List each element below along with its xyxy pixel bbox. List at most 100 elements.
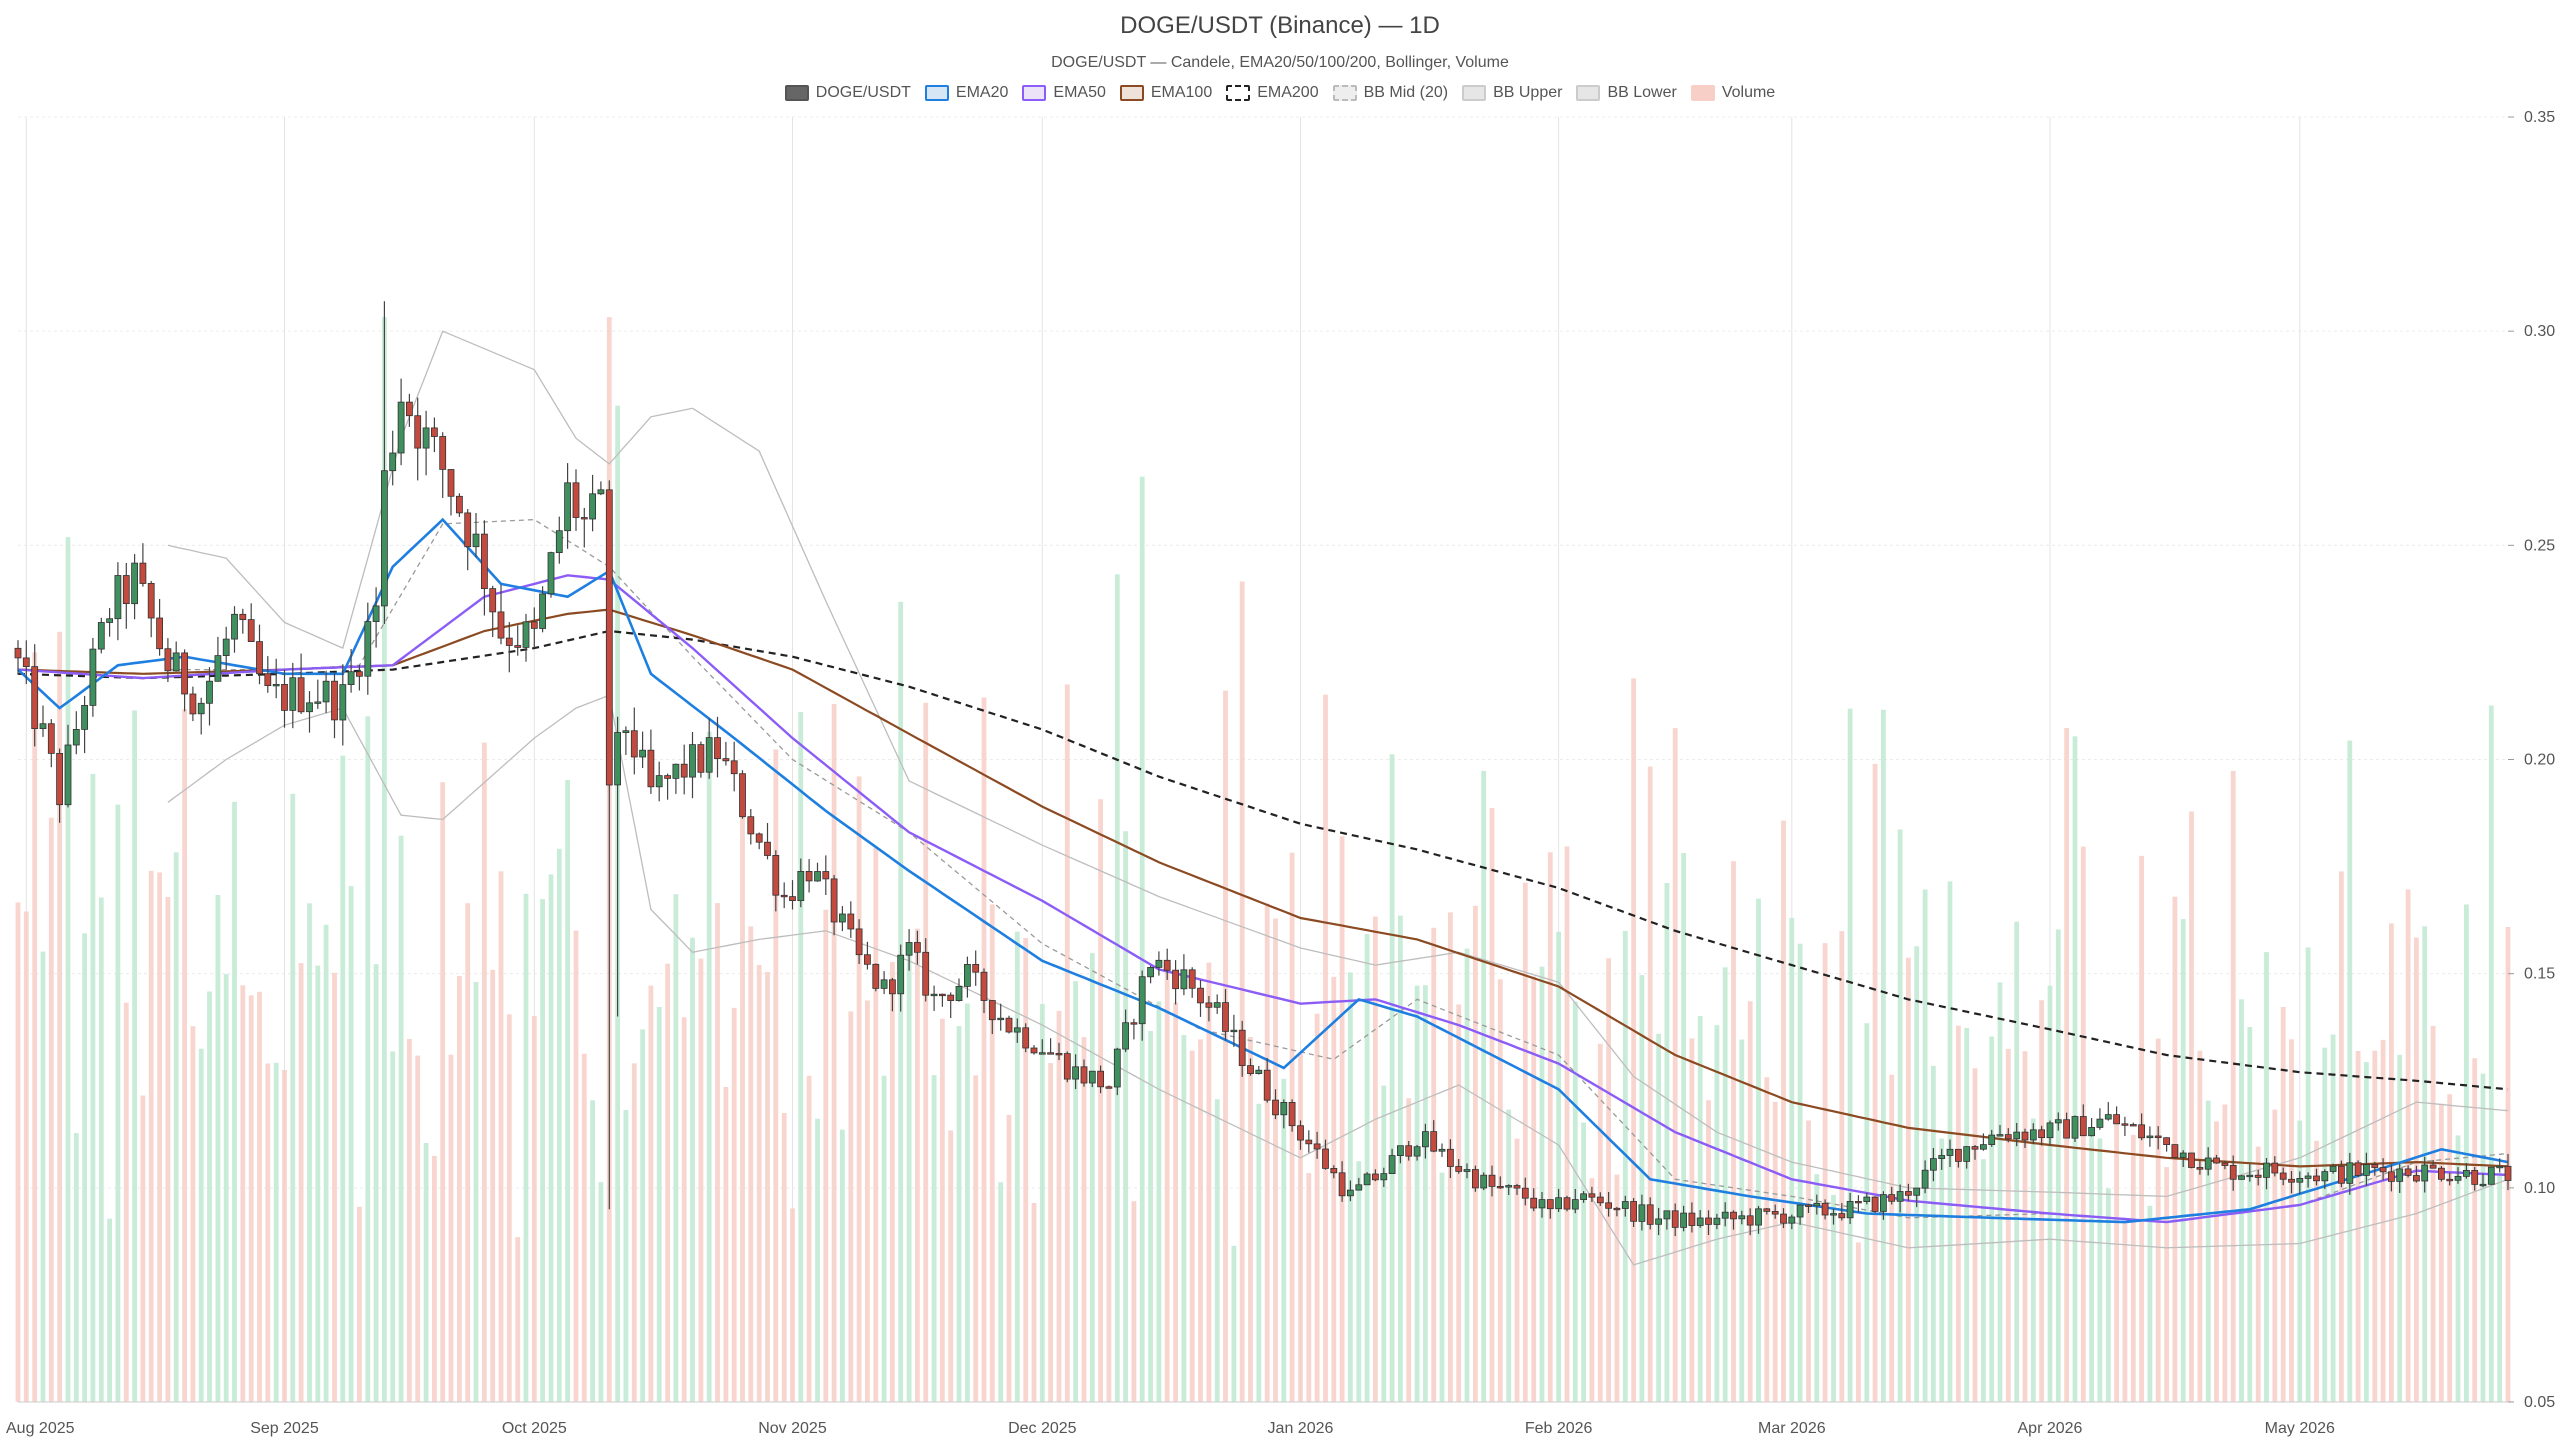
- legend-item-ema50[interactable]: EMA50: [1022, 84, 1106, 102]
- volume-bar: [831, 704, 837, 1402]
- volume-bar: [382, 317, 387, 1403]
- volume-bar: [1281, 1078, 1287, 1402]
- volume-bar: [1298, 1053, 1303, 1402]
- volume-bar: [1972, 1068, 1978, 1402]
- volume-bar: [1847, 708, 1853, 1402]
- candle-body: [2304, 1175, 2312, 1179]
- candle-body: [897, 954, 905, 995]
- volume-bar: [2072, 736, 2078, 1402]
- legend-label: BB Mid (20): [1363, 84, 1449, 101]
- volume-bar: [1506, 1109, 1512, 1402]
- candle-body: [955, 986, 963, 1002]
- candle-body: [106, 618, 113, 623]
- candle-body: [822, 871, 830, 880]
- candle-body: [1297, 1125, 1304, 1141]
- volume-bar: [215, 895, 221, 1402]
- candle-body: [764, 841, 771, 856]
- volume-bar: [2255, 1146, 2261, 1402]
- candle-body: [522, 621, 530, 648]
- volume-bar: [890, 962, 895, 1402]
- candle-body: [1097, 1070, 1104, 1088]
- candle-body: [331, 680, 338, 721]
- legend-item-bb-upper[interactable]: BB Upper: [1462, 84, 1562, 102]
- volume-bar: [2189, 811, 2194, 1402]
- candle-body: [1347, 1189, 1354, 1197]
- volume-bar: [1039, 1004, 1045, 1402]
- candle-body: [1555, 1197, 1562, 1210]
- volume-bar: [2230, 771, 2236, 1402]
- candle-body: [1930, 1158, 1937, 1171]
- candle-body: [239, 613, 247, 620]
- volume-bar: [1164, 961, 1170, 1402]
- candle-body: [964, 964, 971, 987]
- legend-item-bb-lower[interactable]: BB Lower: [1576, 84, 1677, 102]
- legend-item-ema20[interactable]: EMA20: [924, 84, 1008, 102]
- volume-bar: [915, 928, 920, 1402]
- candle-body: [1063, 1053, 1071, 1080]
- candle-body: [355, 671, 363, 677]
- candle-body: [1596, 1196, 1604, 1204]
- candle-body: [830, 878, 838, 923]
- candle-body: [914, 942, 921, 953]
- candle-body: [1138, 976, 1146, 1025]
- candle-body: [306, 702, 313, 713]
- legend-item-ema100[interactable]: EMA100: [1119, 84, 1212, 102]
- candle-body: [1788, 1216, 1796, 1224]
- volume-bar: [1556, 931, 1561, 1402]
- candle-body: [2079, 1116, 2087, 1137]
- volume-bar: [1856, 1242, 1861, 1402]
- volume-bar: [1914, 946, 1920, 1402]
- candle-body: [2371, 1164, 2379, 1168]
- volume-bar: [756, 965, 762, 1402]
- legend-item-doge-usdt[interactable]: DOGE/USDT: [784, 84, 911, 102]
- volume-bar: [790, 1208, 795, 1402]
- candle-body: [181, 652, 189, 695]
- volume-bar: [2064, 728, 2069, 1402]
- candle-body: [1372, 1173, 1379, 1181]
- chart-title: DOGE/USDT (Binance) — 1D: [1120, 12, 1440, 39]
- candle-body: [872, 963, 880, 989]
- candle-body: [1705, 1217, 1712, 1225]
- candle-body: [2254, 1174, 2262, 1178]
- candle-body: [1022, 1027, 1030, 1049]
- candle-body: [2396, 1168, 2404, 1182]
- volume-bar: [448, 1054, 454, 1402]
- volume-bar: [1614, 1174, 1620, 1402]
- volume-bar: [1106, 1085, 1112, 1402]
- volume-bar: [1231, 1245, 1237, 1402]
- x-tick-label: May 2026: [2265, 1420, 2335, 1437]
- candle-body: [189, 693, 197, 715]
- volume-bar: [1381, 1085, 1387, 1402]
- candle-body: [222, 638, 230, 656]
- candle-body: [1247, 1065, 1254, 1074]
- candle-body: [530, 621, 538, 629]
- volume-bar: [1139, 476, 1145, 1402]
- volume-bar: [1431, 927, 1437, 1402]
- volume-bar: [1664, 883, 1670, 1402]
- bb-lower-line: [167, 694, 2509, 1266]
- candle-body: [1305, 1139, 1313, 1145]
- candle-body: [705, 737, 713, 773]
- volume-bar: [1331, 976, 1337, 1402]
- volume-bar: [1731, 861, 1736, 1402]
- legend-item-bb-mid-20[interactable]: BB Mid (20): [1332, 84, 1449, 102]
- volume-bar: [840, 1129, 845, 1402]
- candle-body: [2138, 1124, 2146, 1139]
- legend-item-ema200[interactable]: EMA200: [1226, 84, 1319, 102]
- volume-bar: [1756, 898, 1761, 1402]
- volume-bar: [1473, 905, 1478, 1402]
- candle-body: [1113, 1048, 1121, 1088]
- volume-bar: [2122, 1221, 2128, 1402]
- volume-bar: [1056, 1010, 1062, 1402]
- volume-bar: [2247, 1027, 2253, 1402]
- candle-body: [922, 951, 930, 996]
- candle-body: [2038, 1129, 2045, 1139]
- ema200-line: [17, 629, 2509, 1091]
- candle-body: [2054, 1119, 2062, 1124]
- legend-item-volume[interactable]: Volume: [1690, 84, 1775, 102]
- legend: DOGE/USDT EMA20 EMA50 EMA100 EMA200 BB Mid (2…: [0, 84, 2560, 102]
- candle-body: [1863, 1196, 1871, 1202]
- volume-bar: [315, 965, 321, 1402]
- candle-body: [2021, 1131, 2029, 1141]
- volume-bar: [57, 631, 62, 1402]
